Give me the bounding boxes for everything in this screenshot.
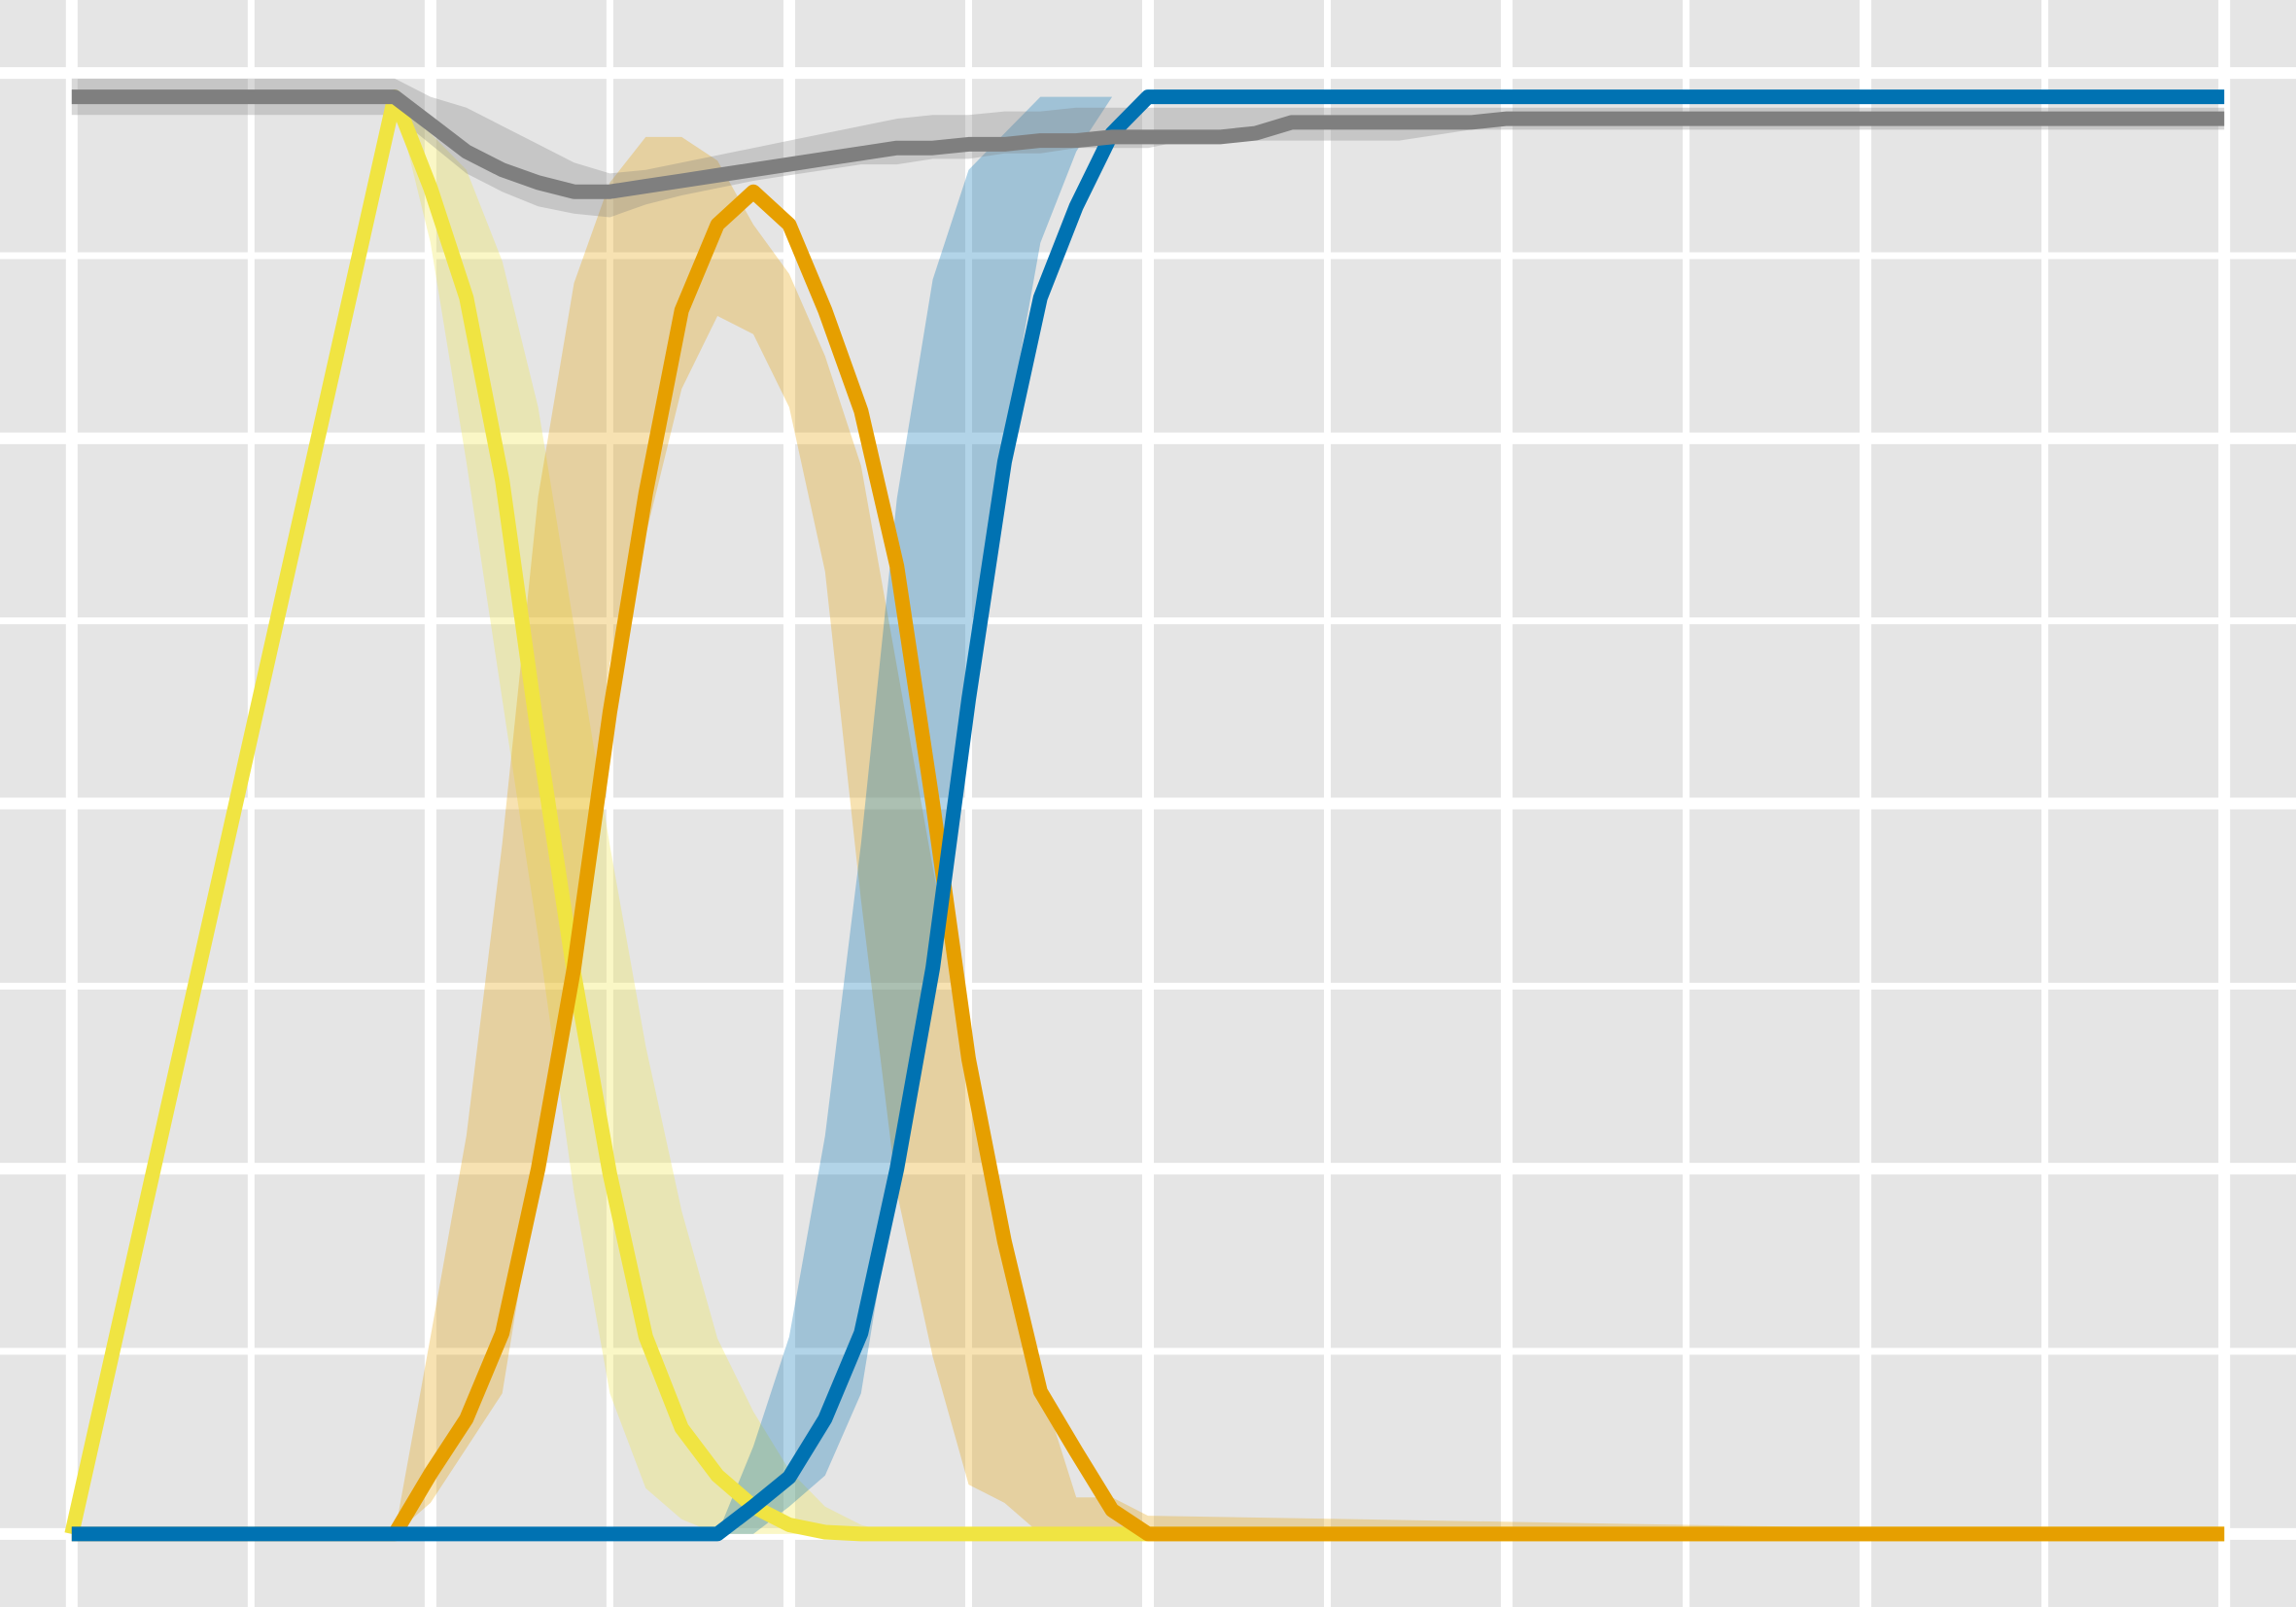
series-lines: [64, 89, 2225, 1542]
series-line: [71, 89, 2225, 199]
confidence-band: [71, 136, 2225, 1534]
series-line: [71, 89, 2225, 1542]
series-line: [64, 89, 2225, 1542]
series-line: [71, 184, 2225, 1542]
